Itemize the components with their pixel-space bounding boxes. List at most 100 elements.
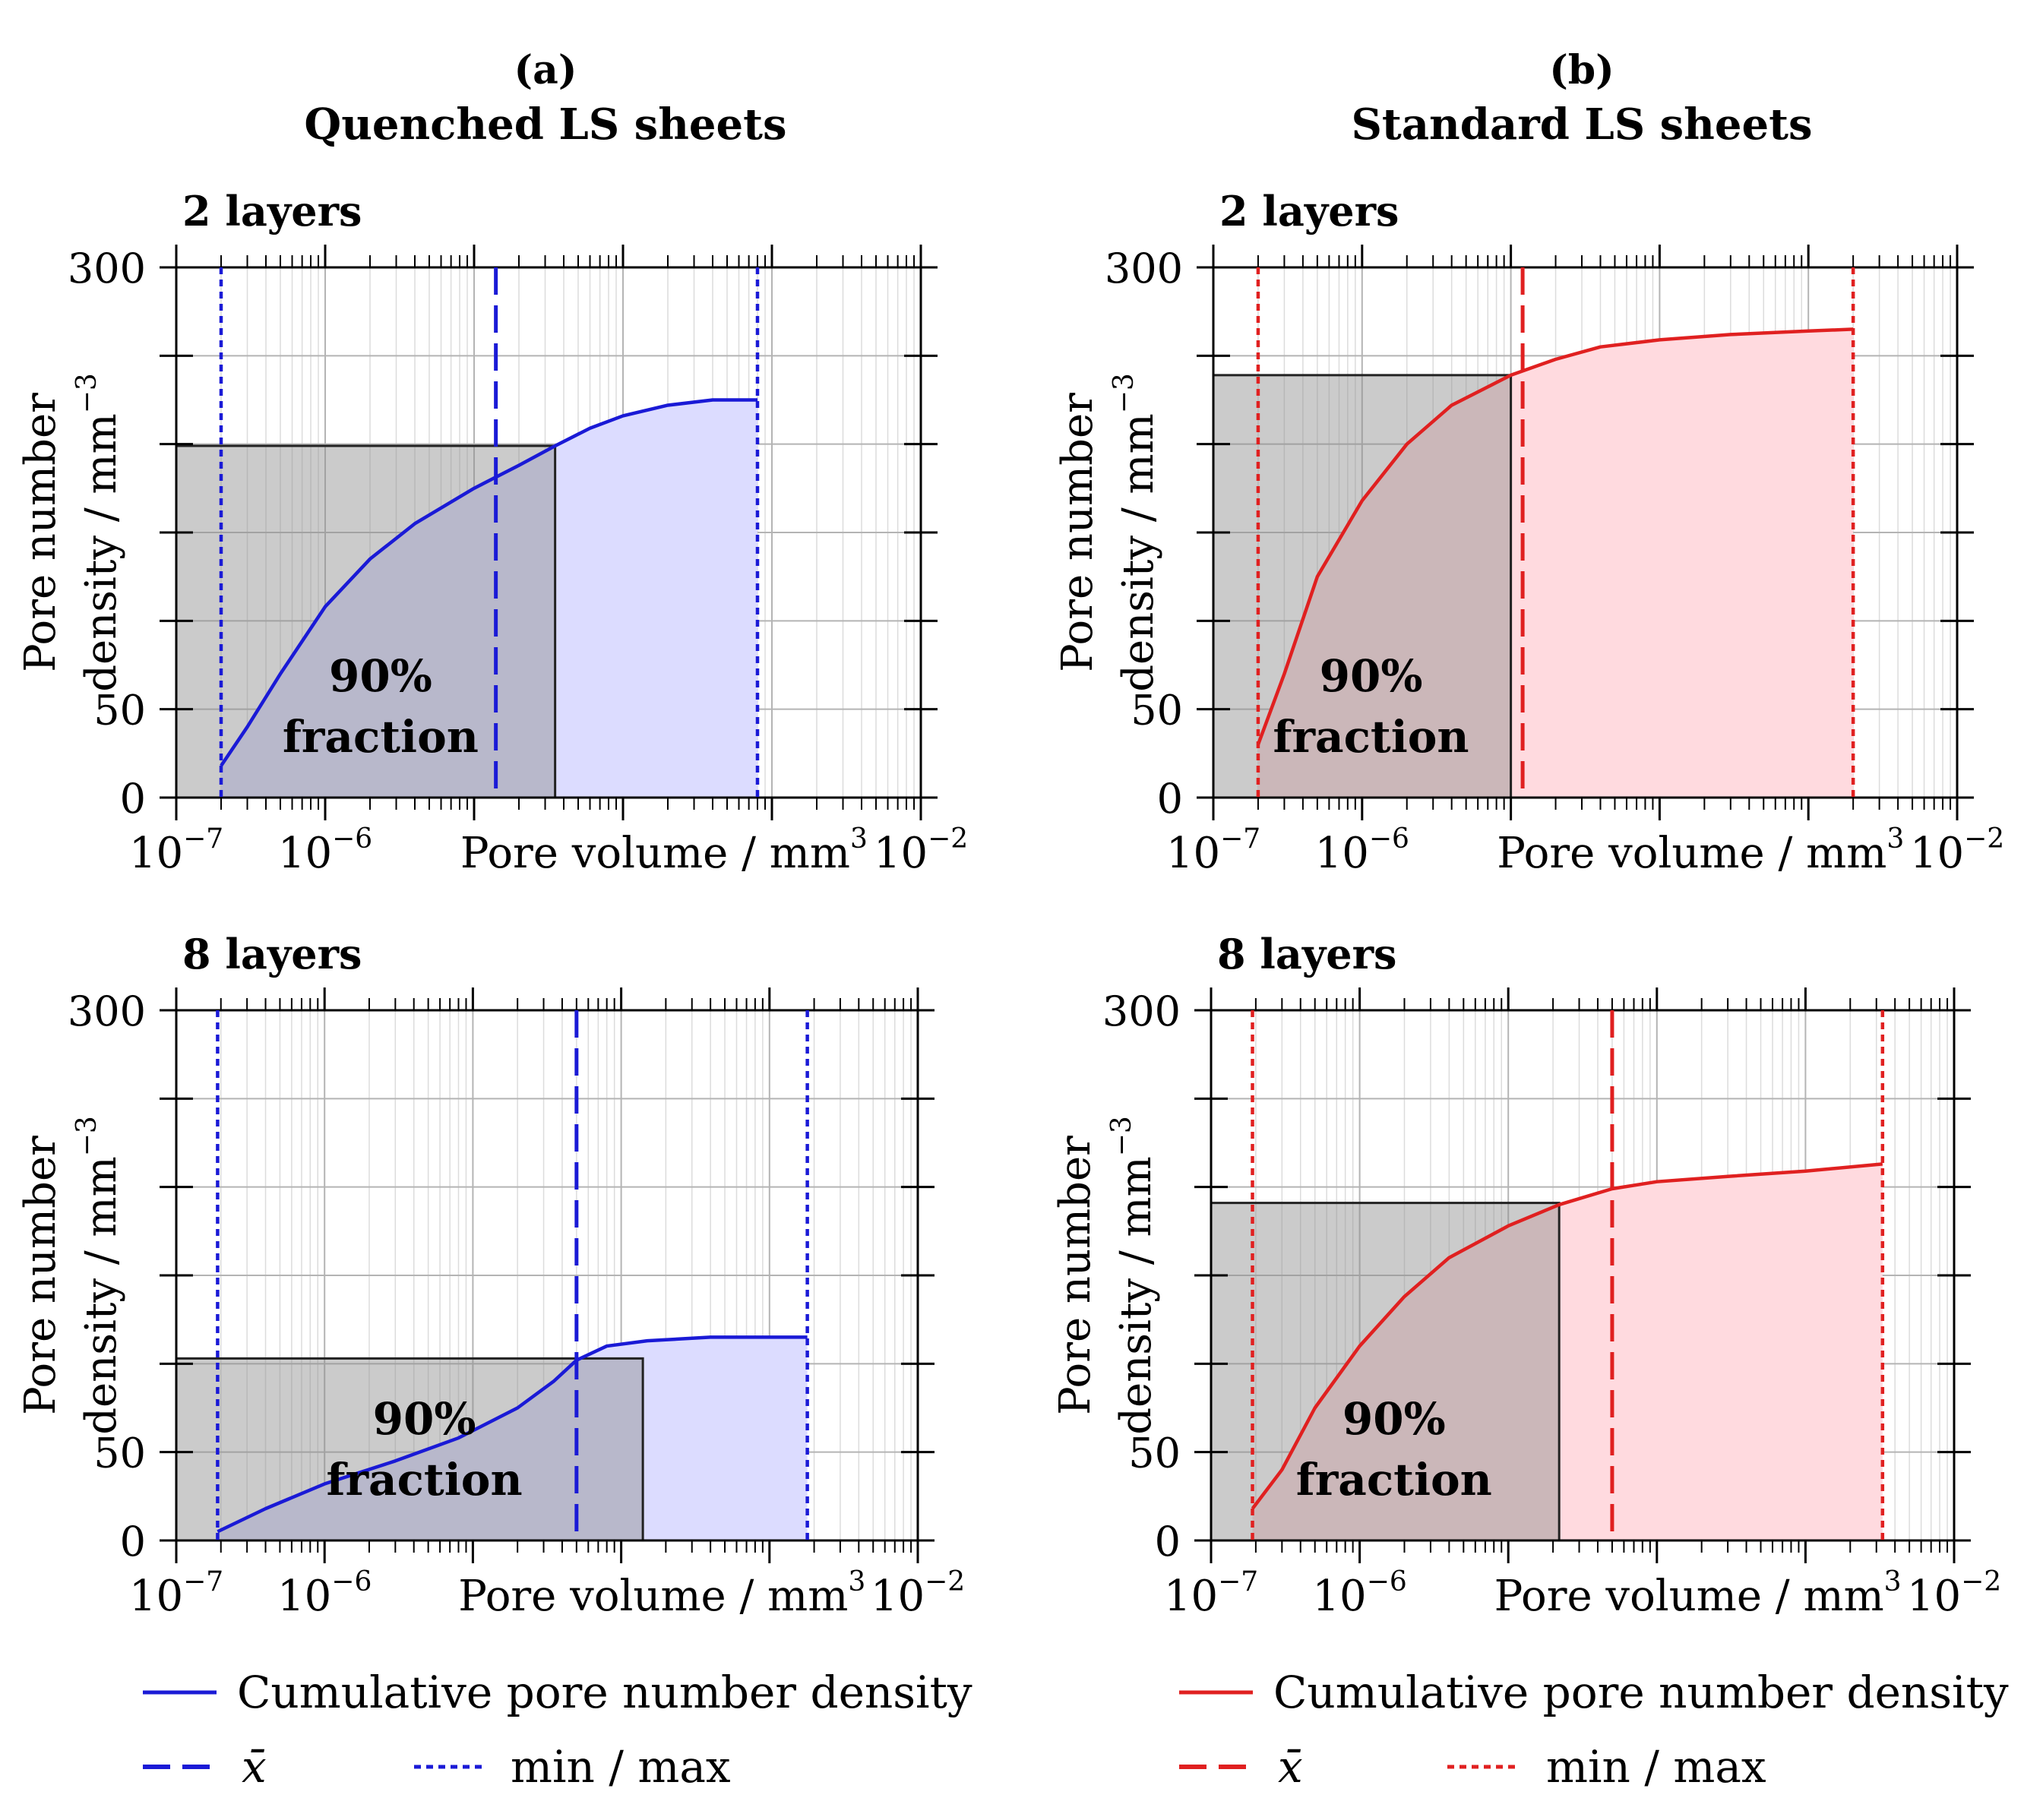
x-axis-label: Pore volume / mm3 (1497, 823, 1904, 878)
x-tick-label-base: 10 (1164, 1572, 1218, 1621)
legend-standard-minmax-label: min / max (1546, 1741, 1766, 1793)
y-tick-label: 0 (120, 775, 146, 823)
x-tick-label-base: 10 (1907, 1572, 1961, 1621)
cumulative-curve (1251, 1162, 1883, 1510)
x-tick-label-exponent: −6 (1367, 1566, 1407, 1597)
y-axis-label-line2: density / mm−3 (1108, 373, 1163, 692)
x-axis-label-text: Pore volume / mm (1494, 1572, 1884, 1621)
x-axis-label-exponent: 3 (1884, 1566, 1902, 1597)
y-axis-label-line2: density / mm−3 (71, 373, 126, 692)
x-axis-label-text: Pore volume / mm (1497, 829, 1886, 878)
x-tick-label-base: 10 (129, 1572, 183, 1621)
x-tick-label-exponent: −6 (331, 1566, 372, 1597)
y-axis-label-exponent: −3 (71, 1116, 103, 1156)
x-tick-label-base: 10 (1166, 829, 1220, 878)
x-tick-label: 10−7 (129, 1566, 223, 1621)
x-axis-label-text: Pore volume / mm (460, 829, 850, 878)
x-tick-label: 10−2 (1910, 823, 2004, 878)
y-axis-label-exponent: −3 (71, 373, 103, 413)
column-a-letter: (a) (514, 47, 577, 93)
x-tick-label: 10−2 (1907, 1566, 2001, 1621)
x-tick-label: 10−7 (129, 823, 223, 878)
y-axis-label-line2-text: density / mm (77, 1156, 126, 1435)
x-tick-label: 10−7 (1166, 823, 1260, 878)
cumulative-curve (217, 1335, 808, 1534)
area-under-curve (1252, 1164, 1883, 1540)
y-tick-label: 300 (1102, 987, 1181, 1035)
x-axis-label-exponent: 3 (1886, 823, 1904, 855)
x-tick-label-base: 10 (1312, 1572, 1366, 1621)
area-under-curve (217, 1337, 808, 1540)
fraction-label-text: fraction (327, 1454, 523, 1506)
x-tick-label-exponent: −2 (1964, 823, 2004, 855)
y-axis-label-line2: density / mm−3 (71, 1116, 126, 1435)
fraction-boundary (176, 1357, 644, 1540)
panel-title: 2 layers (182, 187, 362, 235)
y-axis-label-line2-text: density / mm (1114, 413, 1163, 692)
legend-quenched-minmax-label: min / max (511, 1741, 731, 1793)
cumulative-curve (1256, 327, 1854, 745)
x-axis-label-exponent: 3 (850, 823, 868, 855)
x-tick-label-base: 10 (277, 1572, 331, 1621)
x-tick-label-base: 10 (1910, 829, 1964, 878)
y-tick-label: 0 (120, 1518, 146, 1566)
y-axis-label-exponent: −3 (1108, 373, 1140, 413)
y-axis-label-line1: Pore number (1051, 1136, 1100, 1415)
x-tick-label-base: 10 (129, 829, 183, 878)
x-axis-label: Pore volume / mm3 (458, 1566, 865, 1621)
y-tick-label: 50 (93, 1430, 146, 1477)
x-axis-label: Pore volume / mm3 (1494, 1566, 1902, 1621)
x-tick-label-base: 10 (278, 829, 332, 878)
x-tick-label: 10−6 (278, 823, 372, 878)
y-tick-label: 300 (1105, 245, 1183, 292)
y-tick-label: 0 (1157, 775, 1183, 823)
fraction-label-percent: 90% (1320, 650, 1423, 702)
x-tick-label: 10−2 (874, 823, 968, 878)
legend-standard-cumulative-label: Cumulative pore number density (1273, 1667, 2009, 1718)
x-tick-label: 10−6 (277, 1566, 372, 1621)
column-a-title: Quenched LS sheets (304, 100, 786, 150)
y-axis-label-line1: Pore number (16, 393, 65, 672)
x-tick-label-base: 10 (874, 829, 928, 878)
area-under-curve (221, 400, 758, 798)
x-axis-label-exponent: 3 (848, 1566, 865, 1597)
x-tick-label-exponent: −7 (183, 823, 223, 855)
x-tick-label-base: 10 (1315, 829, 1369, 878)
x-tick-label-exponent: −2 (1961, 1566, 2001, 1597)
legend-standard: Cumulative pore number density x̄ min / … (1179, 1667, 2009, 1793)
fraction-label-text: fraction (283, 711, 479, 763)
x-tick-label-exponent: −7 (183, 1566, 223, 1597)
y-axis-label-line2-text: density / mm (77, 413, 126, 692)
fraction-label-text: fraction (1296, 1454, 1492, 1506)
x-tick-label-exponent: −7 (1218, 1566, 1258, 1597)
x-tick-label-exponent: −2 (928, 823, 968, 855)
fraction-region (176, 1358, 644, 1540)
column-b-letter: (b) (1549, 47, 1614, 93)
panel-title: 2 layers (1219, 187, 1399, 235)
y-axis-label-line2-text: density / mm (1112, 1156, 1161, 1435)
x-tick-label: 10−7 (1164, 1566, 1258, 1621)
y-axis-label-exponent: −3 (1106, 1116, 1137, 1156)
x-tick-label-exponent: −7 (1220, 823, 1260, 855)
x-tick-label-exponent: −2 (925, 1566, 965, 1597)
fraction-label-percent: 90% (1342, 1393, 1446, 1445)
x-tick-label-exponent: −6 (1369, 823, 1409, 855)
legend-standard-mean-label: x̄ (1278, 1741, 1303, 1793)
y-tick-label: 300 (68, 987, 146, 1035)
y-tick-label: 50 (1131, 687, 1183, 735)
x-axis-label: Pore volume / mm3 (460, 823, 868, 878)
legend-quenched-mean-label: x̄ (242, 1741, 267, 1793)
y-tick-label: 0 (1155, 1518, 1181, 1566)
y-tick-label: 300 (68, 245, 146, 292)
x-tick-label: 10−2 (871, 1566, 965, 1621)
y-tick-label: 50 (93, 687, 146, 735)
y-axis-label-line2: density / mm−3 (1106, 1116, 1161, 1435)
x-tick-label-exponent: −6 (332, 823, 372, 855)
x-tick-label-base: 10 (871, 1572, 925, 1621)
x-tick-label: 10−6 (1312, 1566, 1406, 1621)
